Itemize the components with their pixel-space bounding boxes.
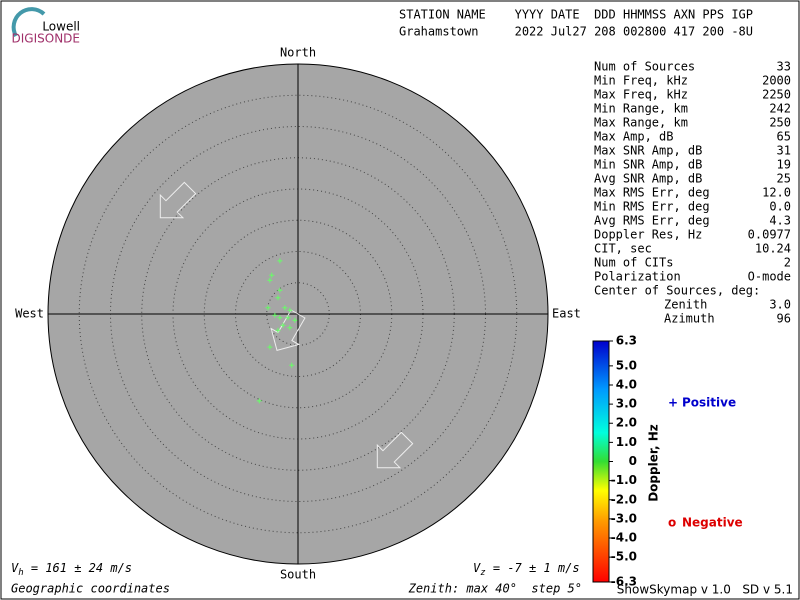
colorbar-tick-label: -4.0 (611, 531, 637, 545)
stat-value: 25 (777, 172, 791, 186)
stat-value: 2 (784, 256, 791, 270)
stat-value: 19 (777, 158, 791, 172)
stat-label: Max RMS Err, deg (594, 186, 710, 200)
stat-value: 31 (777, 144, 791, 158)
stat-label: Avg SNR Amp, dB (594, 172, 702, 186)
colorbar-tick-label: -3.0 (611, 511, 637, 525)
header-columns: STATION NAME YYYY DATE DDD HHMMSS AXN PP… (399, 8, 753, 22)
direction-south: South (280, 568, 316, 582)
stat-label: CIT, sec (594, 242, 652, 256)
source-point (267, 344, 273, 350)
source-point (277, 315, 283, 321)
source-point (285, 315, 291, 321)
stat-value: 2000 (762, 74, 791, 88)
zenith-note: Zenith: max 40° step 5° (408, 582, 582, 596)
stat-value: 0.0977 (748, 228, 791, 242)
stat-value: 242 (769, 102, 791, 116)
vh: Vh = 161 ± 24 m/s (11, 561, 132, 578)
stat-label: Min Freq, kHz (594, 74, 688, 88)
stat-value: 12.0 (762, 186, 791, 200)
stat-label: Max Freq, kHz (594, 88, 688, 102)
logo-top: Lowell (42, 20, 80, 34)
stat-value: 10.24 (755, 242, 791, 256)
legend-positive-symbol: + (668, 396, 678, 410)
source-point (280, 322, 286, 328)
vz: Vz = -7 ± 1 m/s (473, 561, 580, 578)
stat-value: 250 (769, 116, 791, 130)
center-azimuth-label: Azimuth (664, 312, 715, 326)
center-zenith-label: Zenith (664, 298, 707, 312)
colorbar-tick-label: 0 (629, 454, 637, 468)
source-point (287, 325, 293, 331)
center-zenith: 3.0 (769, 298, 791, 312)
stat-label: Max Range, km (594, 116, 688, 130)
direction-west: West (15, 307, 44, 321)
stat-value: 4.3 (769, 214, 791, 228)
direction-east: East (552, 307, 581, 321)
drift-arrow (159, 181, 197, 219)
stat-value: 33 (777, 60, 791, 74)
source-point (256, 398, 262, 404)
colorbar-tick-label: 1.0 (616, 435, 637, 449)
source-point (269, 272, 275, 278)
colorbar-tick-label: -6.3 (611, 575, 637, 589)
source-point (265, 305, 271, 311)
colorbar-tick-label: 3.0 (616, 397, 637, 411)
colorbar (592, 340, 610, 583)
coords-note: Geographic coordinates (11, 582, 170, 596)
header-values: Grahamstown 2022 Jul27 208 002800 417 20… (399, 25, 753, 39)
colorbar-tick-label: 5.0 (616, 358, 637, 372)
stat-label: Max Amp, dB (594, 130, 673, 144)
center-title: Center of Sources, deg: (594, 284, 760, 298)
stat-value: 0.0 (769, 200, 791, 214)
stat-label: Polarization (594, 270, 681, 284)
source-point (277, 258, 283, 264)
colorbar-tick-label: 2.0 (616, 416, 637, 430)
stat-label: Min SNR Amp, dB (594, 158, 702, 172)
source-point (289, 362, 295, 368)
logo-arc (11, 7, 46, 37)
colorbar-tick-label: 6.3 (616, 334, 637, 348)
stat-label: Avg RMS Err, deg (594, 214, 710, 228)
source-point (282, 305, 288, 311)
stat-label: Max SNR Amp, dB (594, 144, 702, 158)
colorbar-tick-label: -1.0 (611, 473, 637, 487)
stat-label: Doppler Res, Hz (594, 228, 702, 242)
colorbar-tick-label: -5.0 (611, 550, 637, 564)
center-azimuth: 96 (777, 312, 791, 326)
version: ShowSkymap v 1.0 SD v 5.1 (617, 583, 793, 597)
source-point (287, 307, 293, 313)
stat-value: 65 (777, 130, 791, 144)
stat-label: Num of CITs (594, 256, 673, 270)
stat-value: 2250 (762, 88, 791, 102)
stat-label: Min RMS Err, deg (594, 200, 710, 214)
legend-negative-symbol: o (668, 516, 676, 530)
colorbar-tick-label: -2.0 (611, 492, 637, 506)
source-point (275, 295, 281, 301)
stat-label: Min Range, km (594, 102, 688, 116)
colorbar-tick-label: 4.0 (616, 377, 637, 391)
colorbar-label: Doppler, Hz (647, 424, 661, 502)
source-point (272, 312, 278, 318)
logo-bottom: DIGISONDE (12, 32, 80, 46)
legend-positive: Positive (682, 396, 736, 410)
stat-value: O-mode (748, 270, 791, 284)
source-point (292, 317, 298, 323)
source-point (275, 327, 281, 333)
source-point (267, 277, 273, 283)
legend-negative: Negative (682, 516, 743, 530)
source-point (277, 287, 283, 293)
direction-north: North (280, 46, 316, 60)
drift-arrow (270, 309, 306, 351)
drift-arrow (376, 431, 414, 469)
stat-label: Num of Sources (594, 60, 695, 74)
